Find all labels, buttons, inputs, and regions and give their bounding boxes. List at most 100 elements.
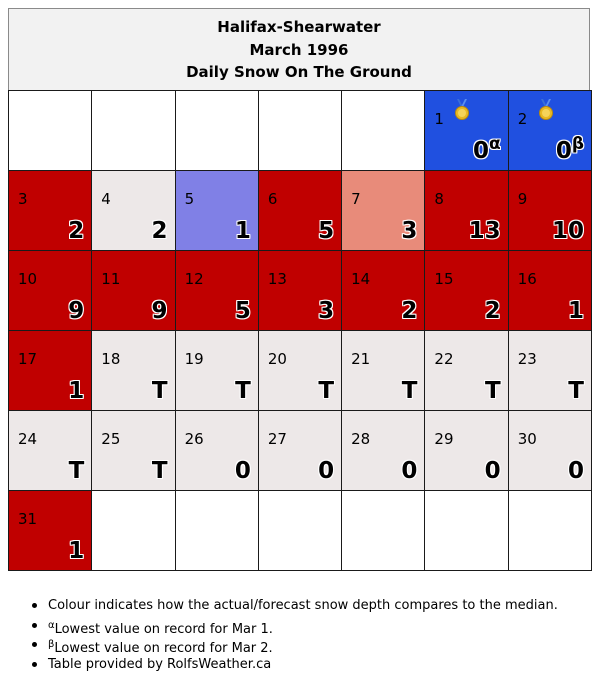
snow-depth-number: 0 [484,458,501,484]
day-cell-26: 26 0 [174,410,259,491]
calendar-week: 1 0α 2 0β [7,90,593,171]
day-number: 30 [517,430,537,448]
day-cell-16: 16 1 [507,250,593,331]
day-number: 29 [434,430,454,448]
snow-depth-value: 5 [318,218,334,244]
snow-depth-value: 13 [469,218,501,244]
day-number: 25 [101,430,121,448]
day-cell-10: 10 9 [7,250,93,331]
snow-depth-number: T [318,378,335,404]
month-label: March 1996 [249,40,349,59]
snow-depth-number: 0 [567,458,584,484]
day-number: 16 [517,270,537,288]
day-cell-12: 12 5 [174,250,259,331]
day-number: 9 [517,190,528,208]
snow-depth-value: T [402,378,418,404]
day-cell-17: 17 1 [7,330,93,411]
snow-depth-number: 0 [555,138,572,164]
medal-icon [453,99,471,121]
calendar-week: 24 T 25 T 26 0 27 0 28 0 29 0 30 0 [7,410,593,491]
record-marker: β [571,134,584,154]
day-number: 19 [184,350,204,368]
snow-depth-number: T [151,378,168,404]
snow-depth-value: 2 [152,218,168,244]
day-number: 7 [351,190,361,208]
day-number: 23 [517,350,537,368]
day-cell-19: 19 T [174,330,259,411]
snow-depth-number: T [68,458,85,484]
day-cell-13: 13 3 [257,250,343,331]
snow-depth-value: 2 [68,218,84,244]
snow-depth-number: T [484,378,501,404]
calendar-grid: 1 0α 2 0β 3 2 4 2 5 1 6 5 7 3 8 13 9 10 10 9 11 9 12 5 13 3 14 2 15 2… [7,90,593,571]
calendar-week: 17 1 18 T 19 T 20 T 21 T 22 T 23 T [7,330,593,411]
snow-depth-value: T [69,458,85,484]
snow-depth-number: 5 [318,218,335,244]
snow-depth-number: 1 [68,378,85,404]
snow-depth-value: 0 [401,458,417,484]
snow-depth-value: 5 [235,298,251,324]
day-number: 13 [267,270,287,288]
empty-cell [174,490,259,571]
snow-depth-value: T [318,378,334,404]
day-number: 24 [18,430,38,448]
snow-depth-number: 0 [472,138,489,164]
snow-depth-value: T [485,378,501,404]
day-cell-18: 18 T [91,330,176,411]
snow-depth-value: 2 [401,298,417,324]
snow-depth-number: T [235,378,251,404]
snow-depth-value: 0 [568,458,584,484]
day-number: 18 [101,350,121,368]
snow-depth-number: 0 [318,458,335,484]
day-cell-14: 14 2 [341,250,426,331]
snow-depth-number: 5 [234,298,251,324]
snow-depth-value: 1 [68,538,84,564]
snow-depth-number: 1 [234,218,251,244]
day-cell-22: 22 T [424,330,509,411]
day-cell-31: 31 1 [7,490,93,571]
empty-cell [424,490,509,571]
snow-depth-number: T [151,458,168,484]
day-number: 11 [101,270,121,288]
medal-icon [537,99,555,121]
snow-depth-value: 9 [68,298,84,324]
day-cell-27: 27 0 [257,410,343,491]
empty-cell [341,490,426,571]
day-cell-28: 28 0 [341,410,426,491]
snow-depth-number: 2 [151,218,168,244]
snow-depth-value: 10 [552,218,584,244]
snow-depth-value: 1 [235,218,251,244]
day-cell-1: 1 0α [424,90,509,171]
snow-depth-value: T [235,378,251,404]
snow-depth-value: 0β [556,134,584,164]
snow-depth-value: 1 [568,298,584,324]
snow-depth-number: 10 [551,218,584,244]
day-number: 22 [434,350,454,368]
day-number: 10 [18,270,38,288]
snow-depth-value: 0 [485,458,501,484]
snow-depth-number: 2 [68,218,85,244]
day-number: 17 [18,350,38,368]
snow-calendar-widget: Halifax-Shearwater March 1996 Daily Snow… [7,8,593,571]
snow-depth-value: 3 [401,218,417,244]
day-number: 27 [267,430,287,448]
day-cell-11: 11 9 [91,250,176,331]
snow-depth-value: 0 [235,458,251,484]
day-number: 8 [434,190,444,208]
day-number: 14 [351,270,371,288]
day-number: 4 [101,190,111,208]
snow-depth-number: 0 [234,458,251,484]
snow-depth-value: 2 [485,298,501,324]
note-credit: Table provided by RolfsWeather.ca [30,655,558,675]
empty-cell [257,90,343,171]
snow-depth-number: 9 [151,298,168,324]
snow-depth-number: 9 [68,298,85,324]
note-colour: Colour indicates how the actual/forecast… [30,596,558,616]
calendar-week: 31 1 [7,490,593,571]
day-number: 26 [184,430,204,448]
day-cell-25: 25 T [91,410,176,491]
